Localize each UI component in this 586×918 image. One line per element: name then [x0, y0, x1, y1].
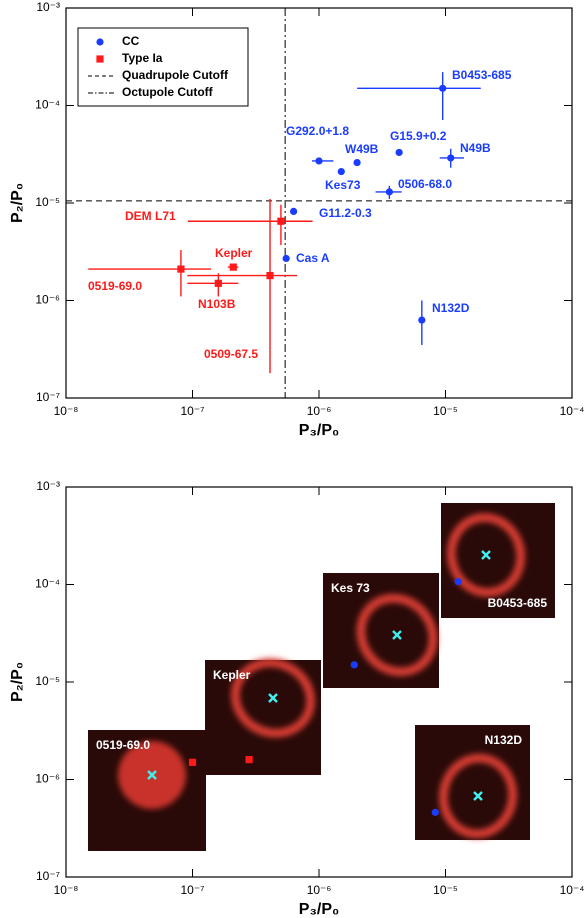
legend-label: CC	[122, 34, 140, 48]
remnant-ring	[230, 658, 316, 738]
data-point	[353, 158, 361, 167]
point-label: G15.9+0.2	[390, 129, 447, 143]
legend-marker	[96, 55, 104, 63]
data-point	[177, 265, 185, 273]
x-axis-label: P₃/P₀	[299, 901, 339, 918]
data-point	[266, 272, 274, 280]
y-tick-label: 10⁻⁵	[35, 195, 60, 209]
remnant-image: N132D	[415, 725, 530, 840]
x-tick-label: 10⁻⁷	[180, 404, 204, 418]
y-tick-label: 10⁻⁷	[36, 390, 60, 404]
plot-frame	[65, 7, 573, 399]
x-axis-label: P₃/P₀	[299, 422, 339, 439]
remnant-image: Kes 73	[323, 573, 439, 688]
point-label: 0509-67.5	[204, 347, 258, 361]
centroid-cross	[147, 770, 157, 780]
point-label: W49B	[345, 142, 379, 156]
centroid-cross	[481, 550, 491, 560]
plot-frame	[65, 486, 573, 878]
legend-marker	[96, 38, 104, 46]
y-tick-label: 10⁻³	[36, 479, 60, 493]
remnant-image: Kepler	[205, 658, 321, 775]
legend-label: Octupole Cutoff	[122, 85, 214, 99]
data-point	[439, 84, 447, 92]
inset-label: 0519-69.0	[96, 738, 150, 752]
data-point	[385, 188, 393, 196]
data-point	[188, 758, 197, 766]
y-tick-label: 10⁻⁴	[35, 577, 60, 591]
x-tick-label: 10⁻⁴	[560, 404, 585, 418]
data-point	[245, 755, 253, 764]
centroid-cross	[473, 791, 483, 801]
data-point	[418, 316, 426, 324]
x-tick-label: 10⁻⁴	[560, 883, 585, 897]
data-point	[447, 154, 455, 162]
y-tick-label: 10⁻⁶	[35, 772, 60, 786]
remnant-ring	[446, 513, 526, 597]
point-label: B0453-685	[452, 68, 512, 82]
data-point	[454, 578, 462, 586]
point-label: N49B	[460, 141, 491, 155]
x-tick-label: 10⁻⁵	[433, 404, 458, 418]
centroid-cross	[268, 693, 278, 703]
x-tick-label: 10⁻⁵	[433, 883, 458, 897]
point-label: N103B	[198, 297, 236, 311]
inset-label: B0453-685	[488, 596, 548, 610]
data-point	[229, 263, 237, 271]
point-label: 0506-68.0	[398, 177, 452, 191]
data-point	[315, 157, 323, 165]
point-label: Cas A	[296, 251, 330, 265]
data-point	[282, 254, 290, 263]
remnant-image: 0519-69.0	[88, 730, 206, 851]
data-point	[214, 279, 222, 287]
x-tick-label: 10⁻⁸	[54, 883, 79, 897]
point-label: G292.0+1.8	[286, 124, 349, 138]
data-point	[395, 148, 403, 157]
legend-label: Type Ia	[122, 51, 163, 65]
data-point	[350, 661, 358, 669]
x-tick-label: 10⁻⁶	[307, 883, 332, 897]
x-tick-label: 10⁻⁸	[54, 404, 79, 418]
point-label: DEM L71	[125, 209, 176, 223]
y-tick-label: 10⁻⁵	[35, 674, 60, 688]
inset-label: N132D	[485, 733, 523, 747]
remnant-image: B0453-685	[441, 503, 555, 618]
point-label: 0519-69.0	[88, 279, 142, 293]
point-label: Kepler	[215, 246, 253, 260]
y-axis-label: P₂/P₀	[9, 662, 26, 702]
point-label: N132D	[432, 301, 470, 315]
x-tick-label: 10⁻⁶	[307, 404, 332, 418]
x-tick-label: 10⁻⁷	[180, 883, 204, 897]
legend-label: Quadrupole Cutoff	[122, 68, 229, 82]
y-tick-label: 10⁻⁶	[35, 293, 60, 307]
y-tick-label: 10⁻³	[36, 0, 60, 14]
point-label: Kes73	[325, 178, 361, 192]
point-label: G11.2-0.3	[319, 206, 372, 220]
remnant-ring	[356, 593, 438, 677]
y-axis-label: P₂/P₀	[9, 183, 26, 223]
data-point	[337, 167, 345, 176]
remnant-ring	[438, 753, 518, 839]
data-point	[431, 808, 439, 816]
data-point	[290, 207, 298, 216]
inset-label: Kepler	[213, 668, 251, 682]
centroid-cross	[392, 630, 402, 640]
y-tick-label: 10⁻⁷	[36, 869, 60, 883]
data-point	[277, 217, 285, 225]
y-tick-label: 10⁻⁴	[35, 98, 60, 112]
inset-label: Kes 73	[331, 581, 370, 595]
